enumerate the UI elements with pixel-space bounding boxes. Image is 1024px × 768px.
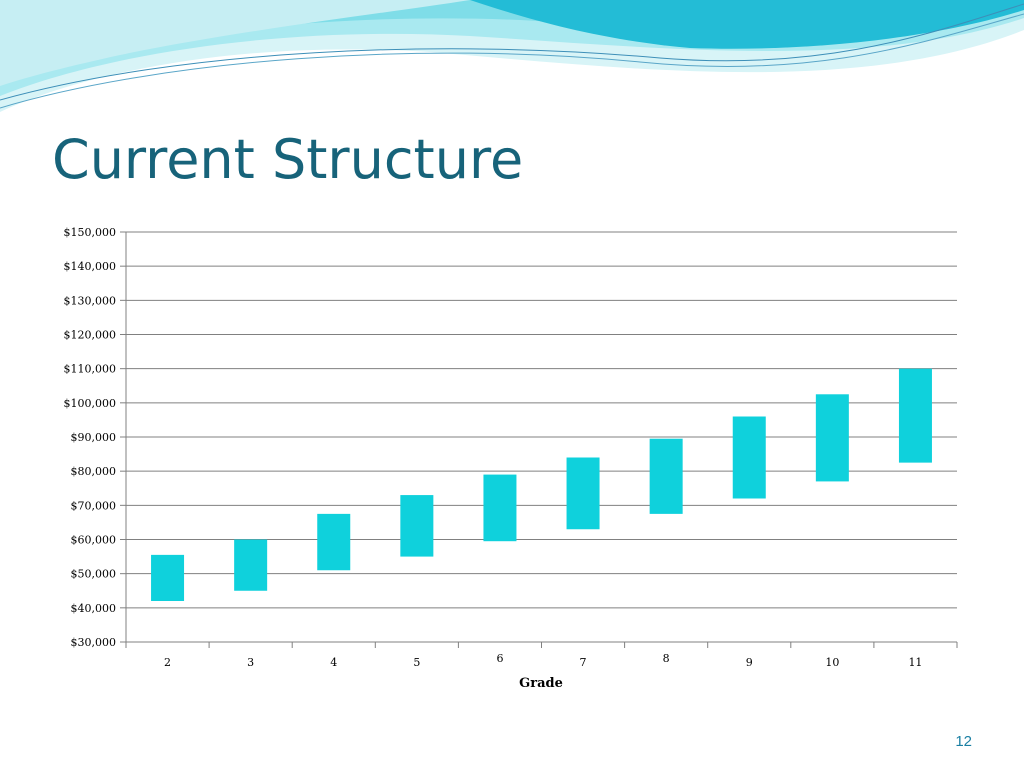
axes bbox=[120, 231, 958, 648]
y-tick-label: $130,000 bbox=[64, 294, 117, 307]
y-tick-label: $110,000 bbox=[64, 363, 117, 376]
x-tick-labels: 2 3 4 5 6 7 8 9 10 11 bbox=[164, 652, 922, 669]
y-tick-label: $50,000 bbox=[71, 568, 117, 581]
range-bars bbox=[151, 368, 932, 601]
y-tick-label: $100,000 bbox=[64, 397, 117, 410]
slide-title: Current Structure bbox=[52, 128, 524, 191]
y-tick-label: $30,000 bbox=[71, 636, 117, 649]
x-tick-label: 11 bbox=[908, 656, 922, 669]
range-bar-grade-3 bbox=[234, 539, 268, 591]
range-bar-grade-9 bbox=[732, 416, 766, 499]
y-tick-label: $90,000 bbox=[71, 431, 117, 444]
range-bar-grade-6 bbox=[483, 474, 517, 542]
x-tick-label: 8 bbox=[663, 652, 670, 665]
y-tick-label: $140,000 bbox=[64, 260, 117, 273]
x-tick-label: 4 bbox=[330, 656, 337, 669]
x-tick-label: 2 bbox=[164, 656, 171, 669]
header-wave-decoration bbox=[0, 0, 1024, 112]
y-tick-label: $60,000 bbox=[71, 534, 117, 547]
y-tick-label: $80,000 bbox=[71, 465, 117, 478]
range-bar-grade-11 bbox=[898, 368, 932, 463]
range-bar-grade-5 bbox=[400, 495, 434, 557]
x-tick-label: 9 bbox=[746, 656, 753, 669]
x-tick-label: 10 bbox=[825, 656, 839, 669]
y-tick-label: $40,000 bbox=[71, 602, 117, 615]
y-tick-label: $120,000 bbox=[64, 329, 117, 342]
range-bar-grade-4 bbox=[317, 513, 351, 571]
range-bar-grade-8 bbox=[649, 438, 683, 514]
y-tick-labels: $30,000 $40,000 $50,000 $60,000 $70,000 $80,0… bbox=[64, 226, 117, 649]
range-bar-grade-7 bbox=[566, 457, 600, 530]
x-tick-label: 6 bbox=[496, 652, 503, 665]
x-tick-label: 7 bbox=[580, 656, 587, 669]
x-axis-title: Grade bbox=[519, 676, 563, 691]
x-tick-label: 5 bbox=[413, 656, 420, 669]
slide-number: 12 bbox=[955, 733, 972, 750]
range-bar-grade-10 bbox=[815, 394, 849, 482]
range-bar-grade-2 bbox=[151, 554, 185, 601]
x-tick-label: 3 bbox=[247, 656, 254, 669]
y-tick-label: $150,000 bbox=[64, 226, 117, 239]
y-tick-label: $70,000 bbox=[71, 499, 117, 512]
